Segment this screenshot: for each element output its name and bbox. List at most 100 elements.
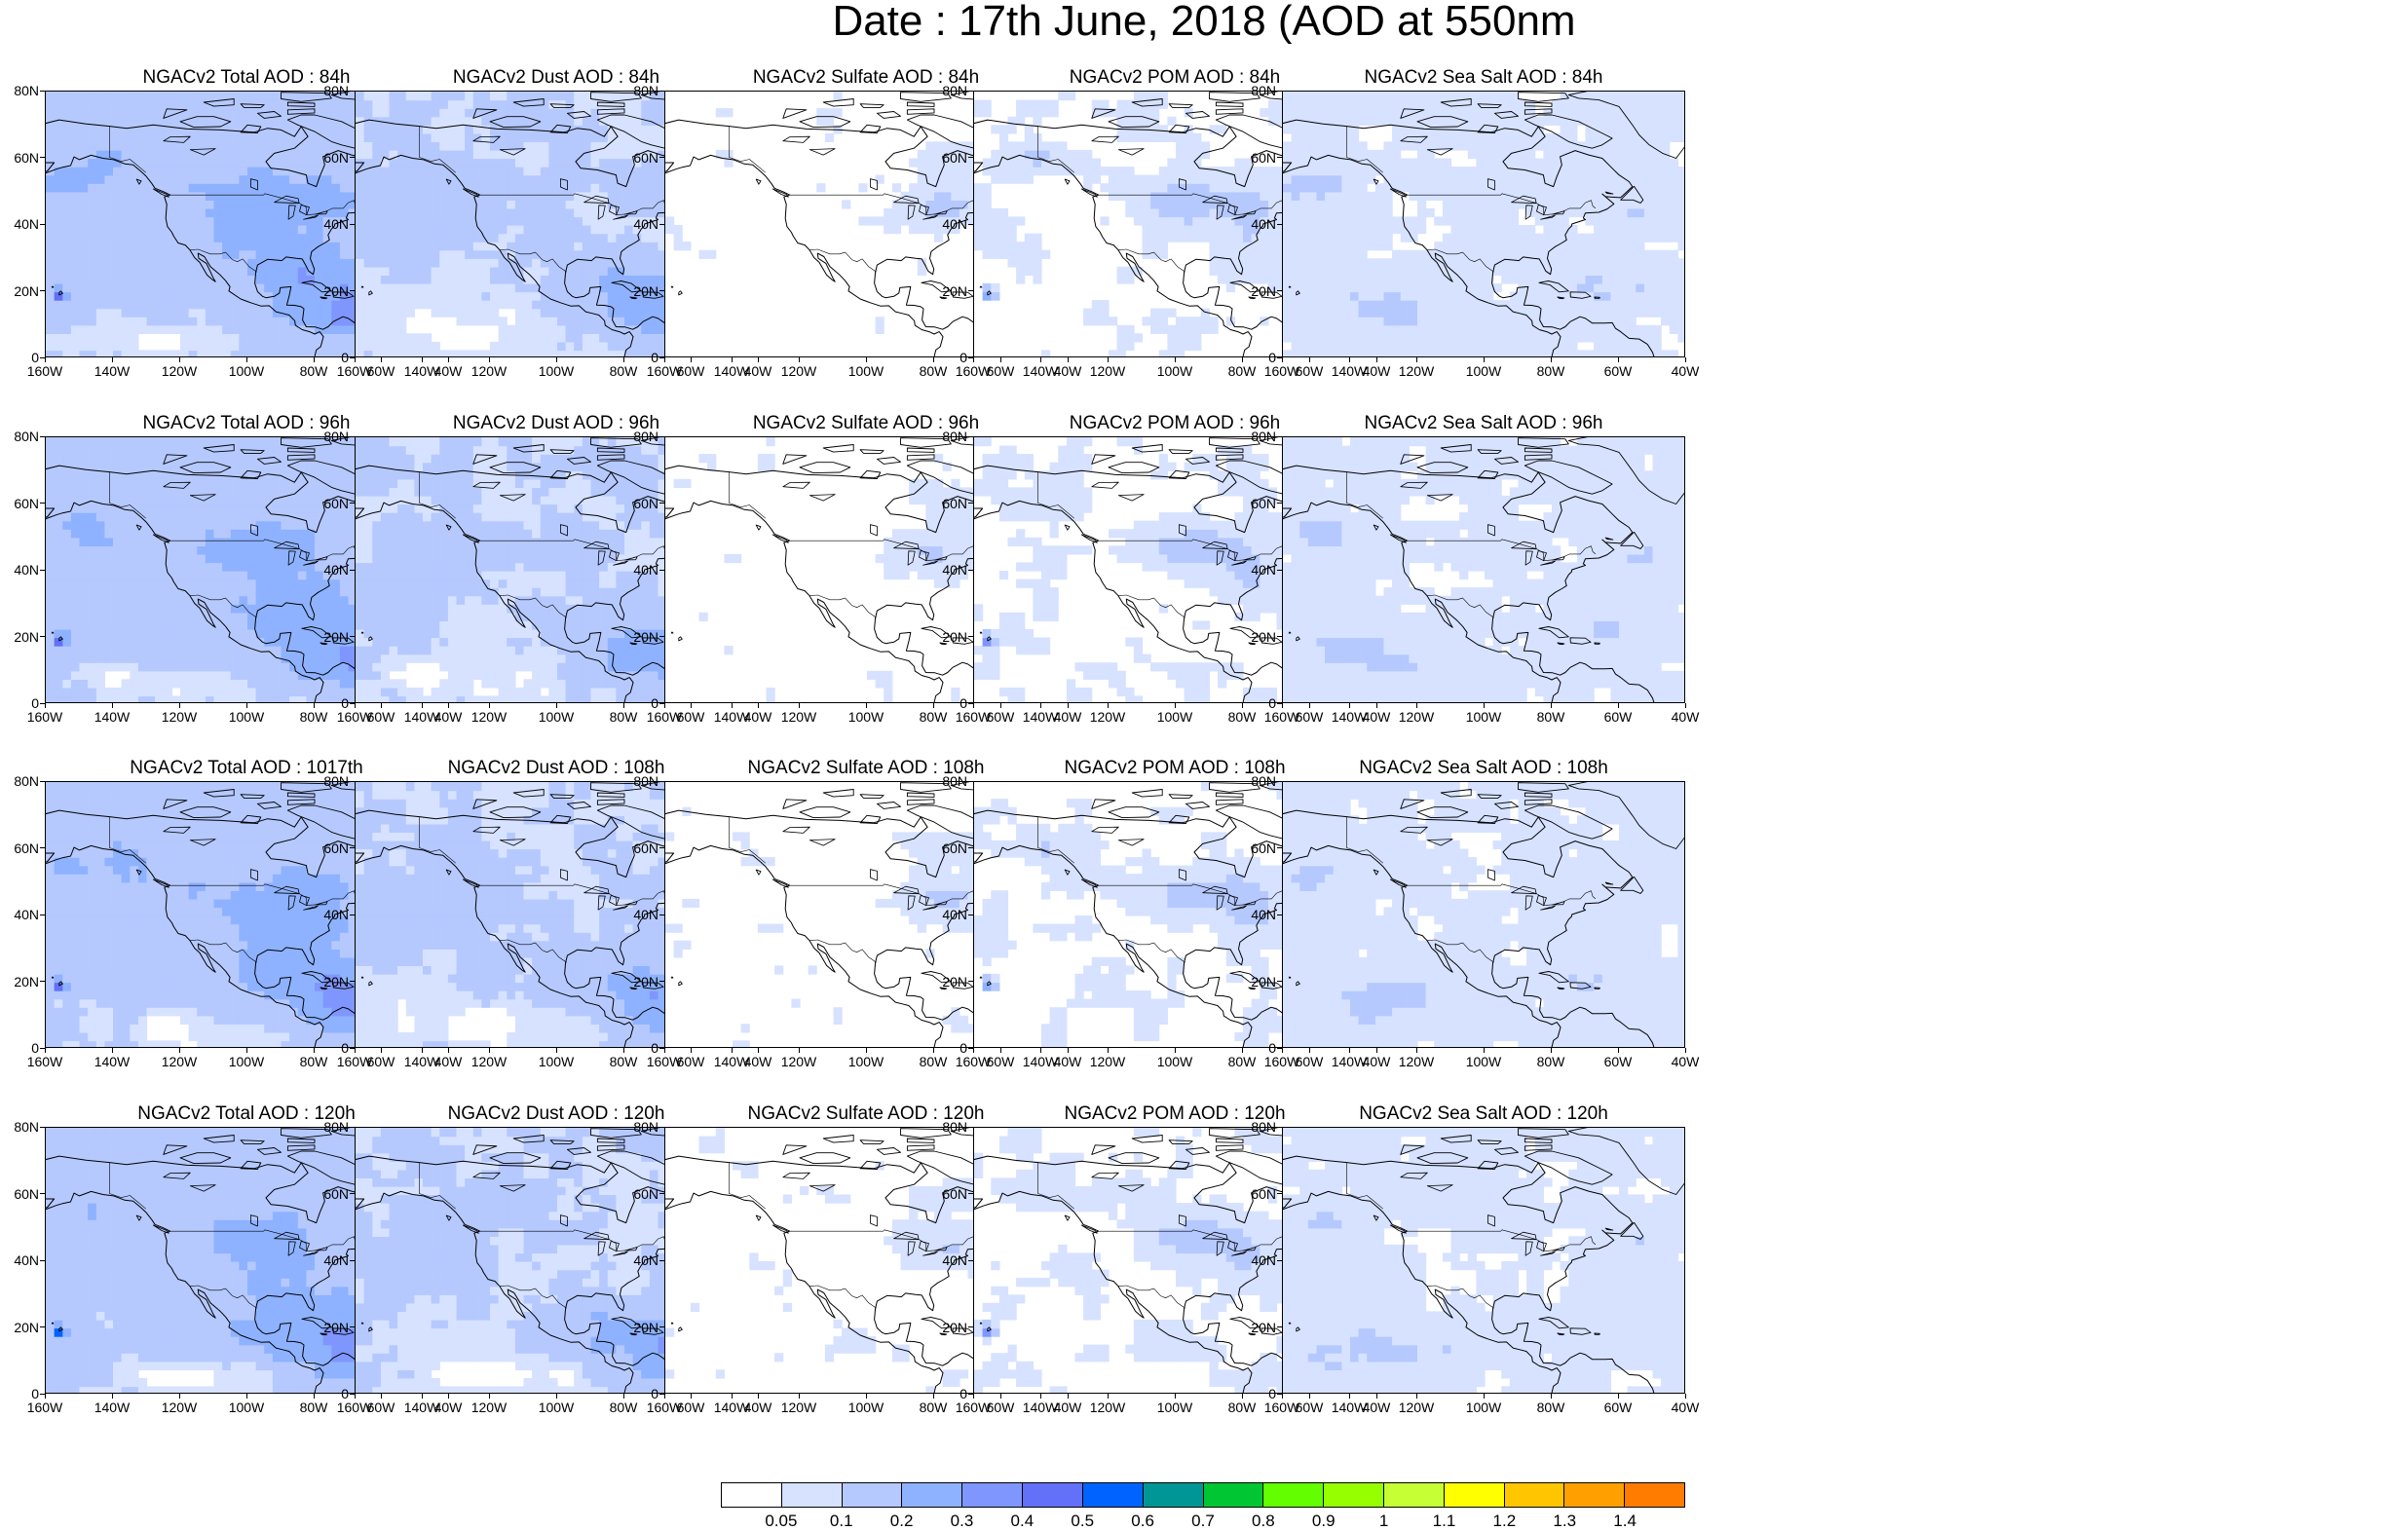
- lake-outline: [1227, 895, 1238, 907]
- lon-tick: [663, 703, 665, 708]
- island-outline: [678, 290, 683, 296]
- island-outline: [921, 971, 952, 984]
- lon-tick-label: 40W: [1043, 710, 1092, 724]
- island-outline: [549, 1160, 572, 1170]
- lon-tick-label: 80W: [599, 1400, 648, 1414]
- country-border: [1037, 126, 1074, 173]
- island-outline: [596, 454, 625, 461]
- island-outline: [512, 444, 545, 453]
- lon-tick-label: 140W: [1016, 1055, 1065, 1068]
- coastline: [46, 119, 418, 356]
- lon-tick-label: 60W: [666, 1400, 715, 1414]
- lon-tick: [1067, 1048, 1069, 1053]
- island-outline: [360, 631, 364, 634]
- coastline: [1283, 154, 1561, 356]
- lat-tick: [40, 356, 45, 358]
- lat-tick-label: 40N: [0, 217, 39, 231]
- lake-outline: [559, 1214, 568, 1227]
- lon-tick: [622, 1394, 624, 1399]
- island-outline: [1288, 631, 1292, 634]
- lon-tick: [178, 1394, 180, 1399]
- island-outline: [678, 636, 683, 642]
- lon-tick-label: 140W: [1016, 364, 1065, 378]
- lon-tick: [1241, 357, 1243, 362]
- island-outline: [240, 469, 262, 479]
- lake-outline: [499, 148, 526, 156]
- island-outline: [286, 447, 316, 453]
- lat-tick: [350, 1047, 355, 1049]
- lon-tick-label: 140W: [1325, 364, 1373, 378]
- lat-tick-label: 60N: [620, 841, 658, 855]
- lon-tick-label: 40W: [1043, 364, 1092, 378]
- lat-tick: [1277, 1259, 1282, 1261]
- island-outline: [1229, 280, 1260, 293]
- island-outline: [320, 1332, 328, 1336]
- island-outline: [1108, 462, 1160, 474]
- lat-tick-label: 60N: [928, 151, 967, 165]
- lon-tick: [1348, 1394, 1350, 1399]
- lon-tick: [1617, 1394, 1619, 1399]
- island-outline: [1477, 103, 1502, 108]
- island-outline: [1064, 524, 1071, 531]
- lon-tick: [354, 703, 356, 708]
- island-outline: [590, 1128, 642, 1139]
- island-outline: [876, 457, 901, 465]
- island-outline: [822, 1135, 854, 1143]
- island-outline: [1524, 460, 1613, 495]
- colorbar-swatch: [1324, 1483, 1384, 1507]
- lat-tick-label: 80N: [928, 774, 967, 788]
- island-outline: [642, 637, 664, 645]
- coastline: [665, 809, 1037, 1047]
- lake-outline: [782, 826, 810, 834]
- colorbar-label: 1: [1360, 1512, 1409, 1530]
- colorbar-label: 0.05: [757, 1512, 806, 1530]
- island-outline: [1620, 1221, 1644, 1240]
- island-outline: [1604, 1227, 1614, 1231]
- lat-tick-label: 40N: [620, 563, 658, 577]
- lon-tick: [1415, 703, 1417, 708]
- lat-tick-label: 0: [1237, 351, 1276, 364]
- lat-tick-label: 60N: [310, 841, 349, 855]
- island-outline: [1538, 971, 1569, 984]
- island-outline: [952, 982, 974, 990]
- lon-tick: [690, 1048, 692, 1053]
- lat-tick-label: 60N: [1237, 497, 1276, 510]
- lon-tick: [1281, 357, 1283, 362]
- lon-tick: [690, 357, 692, 362]
- island-outline: [240, 124, 262, 133]
- lat-tick-label: 20N: [928, 1321, 967, 1334]
- lake-outline: [1227, 205, 1238, 216]
- lon-tick-label: 100W: [1459, 364, 1508, 378]
- panel-title: NGACv2 Dust AOD : 84h: [355, 67, 758, 89]
- lon-tick-label: 140W: [1325, 1400, 1373, 1414]
- island-outline: [445, 869, 452, 876]
- colorbar-swatch: [902, 1483, 963, 1507]
- island-outline: [1080, 1224, 1098, 1234]
- lake-outline: [1540, 560, 1556, 566]
- lat-tick: [40, 780, 45, 782]
- country-border: [1426, 1285, 1494, 1309]
- island-outline: [1493, 457, 1519, 465]
- lon-tick-label: 120W: [774, 1055, 823, 1068]
- island-outline: [1493, 802, 1519, 809]
- island-outline: [1524, 454, 1553, 461]
- lake-outline: [303, 560, 319, 566]
- island-outline: [900, 782, 952, 793]
- lon-tick-label: 100W: [222, 364, 271, 378]
- country-border: [809, 1285, 877, 1309]
- island-outline: [240, 1139, 265, 1144]
- lat-tick: [659, 569, 664, 571]
- island-outline: [368, 1326, 373, 1332]
- island-outline: [566, 802, 591, 809]
- lon-tick: [1348, 703, 1350, 708]
- island-outline: [678, 1326, 683, 1332]
- island-outline: [240, 814, 262, 824]
- lake-outline: [1400, 826, 1428, 834]
- lake-outline: [613, 560, 628, 566]
- lon-tick-label: 120W: [465, 1055, 513, 1068]
- lon-tick-label: 140W: [88, 1400, 136, 1414]
- island-outline: [611, 626, 642, 639]
- island-outline: [445, 524, 452, 531]
- country-border: [1346, 816, 1383, 864]
- island-outline: [771, 1224, 789, 1234]
